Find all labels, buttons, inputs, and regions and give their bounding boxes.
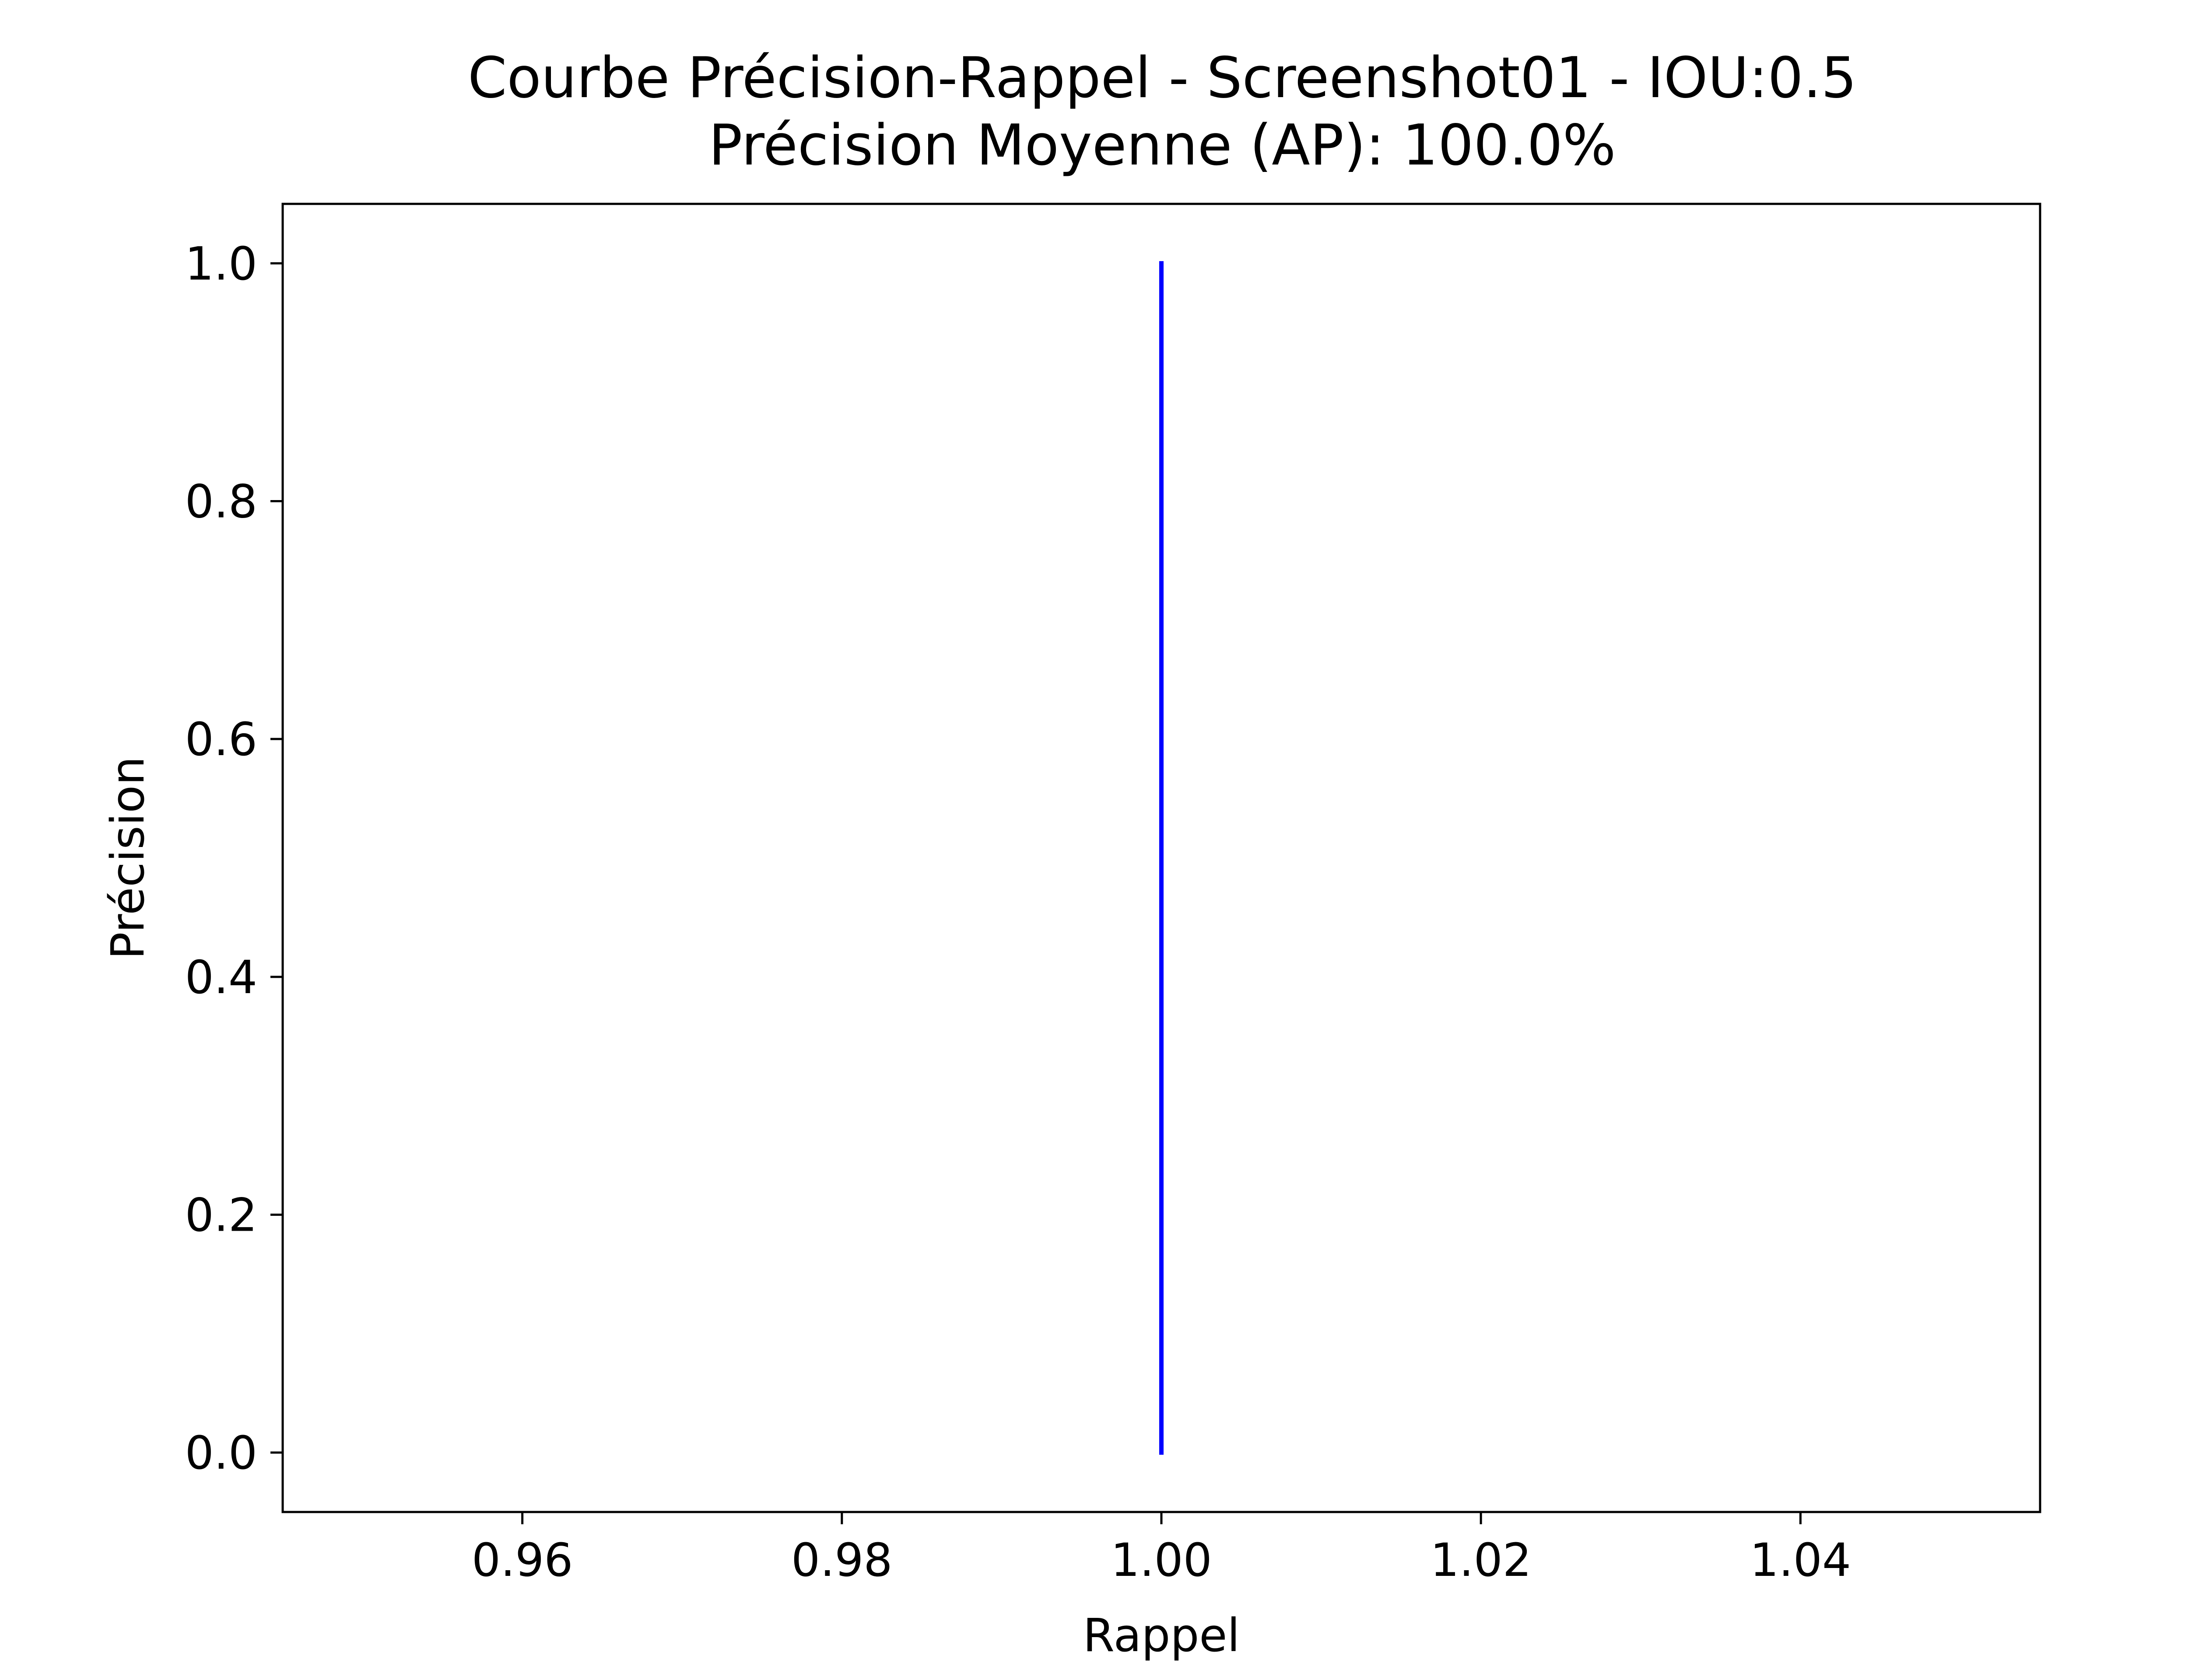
y-tick-label: 0.4	[185, 951, 257, 1004]
y-tick-label: 1.0	[185, 237, 257, 290]
y-tick-label: 0.6	[185, 713, 257, 766]
y-axis-ticks: 0.0 0.2 0.4 0.6 0.8 1.0	[185, 237, 283, 1480]
y-tick-label: 0.0	[185, 1426, 257, 1480]
y-tick-label: 0.8	[185, 475, 257, 528]
plot-frame	[281, 203, 2041, 1513]
y-axis-label: Précision	[101, 756, 154, 959]
x-tick-label: 1.00	[1111, 1533, 1212, 1587]
chart-subtitle: Précision Moyenne (AP): 100.0%	[708, 113, 1616, 178]
y-tick-label: 0.2	[185, 1188, 257, 1242]
x-tick-label: 1.04	[1750, 1533, 1851, 1587]
x-axis-ticks: 0.96 0.98 1.00 1.02 1.04	[472, 1512, 1851, 1587]
x-tick-label: 0.96	[472, 1533, 573, 1587]
x-tick-label: 0.98	[791, 1533, 893, 1587]
x-axis-label: Rappel	[1083, 1609, 1240, 1662]
chart-title: Courbe Précision-Rappel - Screenshot01 -…	[468, 46, 1857, 111]
x-tick-label: 1.02	[1430, 1533, 1532, 1587]
